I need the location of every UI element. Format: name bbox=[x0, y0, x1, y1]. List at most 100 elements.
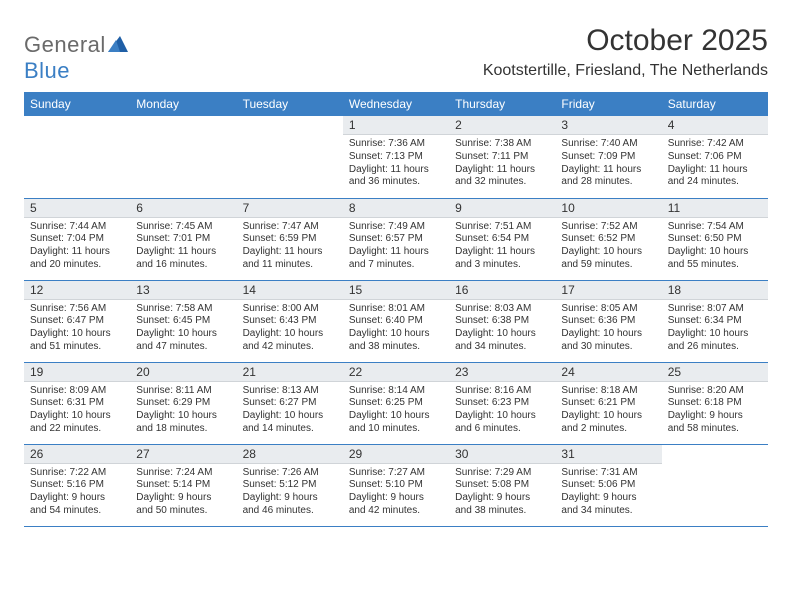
day-body: Sunrise: 7:44 AMSunset: 7:04 PMDaylight:… bbox=[24, 218, 130, 276]
sunrise-text: Sunrise: 7:45 AM bbox=[136, 221, 230, 234]
sunrise-text: Sunrise: 7:27 AM bbox=[349, 467, 443, 480]
sunrise-text: Sunrise: 7:44 AM bbox=[30, 221, 124, 234]
sunset-text: Sunset: 5:10 PM bbox=[349, 479, 443, 492]
sunrise-text: Sunrise: 8:14 AM bbox=[349, 385, 443, 398]
sunset-text: Sunset: 7:01 PM bbox=[136, 233, 230, 246]
sunset-text: Sunset: 5:06 PM bbox=[561, 479, 655, 492]
day-number: 4 bbox=[662, 116, 768, 135]
day-number: 23 bbox=[449, 363, 555, 382]
sunrise-text: Sunrise: 7:36 AM bbox=[349, 138, 443, 151]
sunset-text: Sunset: 6:25 PM bbox=[349, 397, 443, 410]
sunset-text: Sunset: 6:31 PM bbox=[30, 397, 124, 410]
calendar-cell: 4Sunrise: 7:42 AMSunset: 7:06 PMDaylight… bbox=[662, 116, 768, 198]
calendar-cell: 21Sunrise: 8:13 AMSunset: 6:27 PMDayligh… bbox=[237, 362, 343, 444]
day-body: Sunrise: 7:51 AMSunset: 6:54 PMDaylight:… bbox=[449, 218, 555, 276]
day-body: Sunrise: 7:38 AMSunset: 7:11 PMDaylight:… bbox=[449, 135, 555, 193]
sunrise-text: Sunrise: 7:31 AM bbox=[561, 467, 655, 480]
day-body: Sunrise: 8:03 AMSunset: 6:38 PMDaylight:… bbox=[449, 300, 555, 358]
calendar-cell: 28Sunrise: 7:26 AMSunset: 5:12 PMDayligh… bbox=[237, 444, 343, 526]
calendar-cell: 29Sunrise: 7:27 AMSunset: 5:10 PMDayligh… bbox=[343, 444, 449, 526]
weekday-header: Tuesday bbox=[237, 92, 343, 116]
calendar-cell: 18Sunrise: 8:07 AMSunset: 6:34 PMDayligh… bbox=[662, 280, 768, 362]
daylight-text: Daylight: 11 hours and 28 minutes. bbox=[561, 164, 655, 190]
sunrise-text: Sunrise: 8:00 AM bbox=[243, 303, 337, 316]
sunrise-text: Sunrise: 8:09 AM bbox=[30, 385, 124, 398]
sunset-text: Sunset: 6:29 PM bbox=[136, 397, 230, 410]
sunset-text: Sunset: 6:34 PM bbox=[668, 315, 762, 328]
weekday-header: Saturday bbox=[662, 92, 768, 116]
day-body: Sunrise: 8:16 AMSunset: 6:23 PMDaylight:… bbox=[449, 382, 555, 440]
calendar-cell: 11Sunrise: 7:54 AMSunset: 6:50 PMDayligh… bbox=[662, 198, 768, 280]
day-number: 1 bbox=[343, 116, 449, 135]
daylight-text: Daylight: 9 hours and 54 minutes. bbox=[30, 492, 124, 518]
brand-logo: General Blue bbox=[24, 32, 128, 84]
day-body: Sunrise: 7:45 AMSunset: 7:01 PMDaylight:… bbox=[130, 218, 236, 276]
calendar-cell: 31Sunrise: 7:31 AMSunset: 5:06 PMDayligh… bbox=[555, 444, 661, 526]
daylight-text: Daylight: 10 hours and 34 minutes. bbox=[455, 328, 549, 354]
sunrise-text: Sunrise: 7:52 AM bbox=[561, 221, 655, 234]
day-body: Sunrise: 7:40 AMSunset: 7:09 PMDaylight:… bbox=[555, 135, 661, 193]
sunset-text: Sunset: 6:36 PM bbox=[561, 315, 655, 328]
sunset-text: Sunset: 7:04 PM bbox=[30, 233, 124, 246]
calendar-cell: 22Sunrise: 8:14 AMSunset: 6:25 PMDayligh… bbox=[343, 362, 449, 444]
calendar-cell: 6Sunrise: 7:45 AMSunset: 7:01 PMDaylight… bbox=[130, 198, 236, 280]
calendar-cell: 5Sunrise: 7:44 AMSunset: 7:04 PMDaylight… bbox=[24, 198, 130, 280]
day-number: 13 bbox=[130, 281, 236, 300]
calendar-row: 26Sunrise: 7:22 AMSunset: 5:16 PMDayligh… bbox=[24, 444, 768, 526]
calendar-cell: 13Sunrise: 7:58 AMSunset: 6:45 PMDayligh… bbox=[130, 280, 236, 362]
day-body: Sunrise: 8:07 AMSunset: 6:34 PMDaylight:… bbox=[662, 300, 768, 358]
sunrise-text: Sunrise: 8:07 AM bbox=[668, 303, 762, 316]
sunset-text: Sunset: 6:59 PM bbox=[243, 233, 337, 246]
sunset-text: Sunset: 5:16 PM bbox=[30, 479, 124, 492]
calendar-cell: 30Sunrise: 7:29 AMSunset: 5:08 PMDayligh… bbox=[449, 444, 555, 526]
day-body: Sunrise: 7:54 AMSunset: 6:50 PMDaylight:… bbox=[662, 218, 768, 276]
sunrise-text: Sunrise: 8:11 AM bbox=[136, 385, 230, 398]
day-body: Sunrise: 7:42 AMSunset: 7:06 PMDaylight:… bbox=[662, 135, 768, 193]
sunrise-text: Sunrise: 7:49 AM bbox=[349, 221, 443, 234]
day-number: 21 bbox=[237, 363, 343, 382]
location: Kootstertille, Friesland, The Netherland… bbox=[483, 62, 768, 80]
day-number: 2 bbox=[449, 116, 555, 135]
calendar-cell: 17Sunrise: 8:05 AMSunset: 6:36 PMDayligh… bbox=[555, 280, 661, 362]
sunrise-text: Sunrise: 7:40 AM bbox=[561, 138, 655, 151]
sunset-text: Sunset: 5:12 PM bbox=[243, 479, 337, 492]
calendar-cell: 14Sunrise: 8:00 AMSunset: 6:43 PMDayligh… bbox=[237, 280, 343, 362]
daylight-text: Daylight: 9 hours and 34 minutes. bbox=[561, 492, 655, 518]
sunset-text: Sunset: 6:38 PM bbox=[455, 315, 549, 328]
daylight-text: Daylight: 10 hours and 6 minutes. bbox=[455, 410, 549, 436]
calendar-cell: 3Sunrise: 7:40 AMSunset: 7:09 PMDaylight… bbox=[555, 116, 661, 198]
sunset-text: Sunset: 5:08 PM bbox=[455, 479, 549, 492]
day-number: 8 bbox=[343, 199, 449, 218]
day-body: Sunrise: 7:29 AMSunset: 5:08 PMDaylight:… bbox=[449, 464, 555, 522]
day-number: 25 bbox=[662, 363, 768, 382]
calendar-cell bbox=[237, 116, 343, 198]
day-body: Sunrise: 7:49 AMSunset: 6:57 PMDaylight:… bbox=[343, 218, 449, 276]
day-body: Sunrise: 7:27 AMSunset: 5:10 PMDaylight:… bbox=[343, 464, 449, 522]
daylight-text: Daylight: 10 hours and 42 minutes. bbox=[243, 328, 337, 354]
day-number: 5 bbox=[24, 199, 130, 218]
day-number: 14 bbox=[237, 281, 343, 300]
sunrise-text: Sunrise: 7:29 AM bbox=[455, 467, 549, 480]
sunset-text: Sunset: 6:18 PM bbox=[668, 397, 762, 410]
sunrise-text: Sunrise: 7:58 AM bbox=[136, 303, 230, 316]
sunrise-text: Sunrise: 7:54 AM bbox=[668, 221, 762, 234]
day-body: Sunrise: 7:36 AMSunset: 7:13 PMDaylight:… bbox=[343, 135, 449, 193]
sunrise-text: Sunrise: 8:03 AM bbox=[455, 303, 549, 316]
day-number: 11 bbox=[662, 199, 768, 218]
calendar-row: 1Sunrise: 7:36 AMSunset: 7:13 PMDaylight… bbox=[24, 116, 768, 198]
title-block: October 2025 Kootstertille, Friesland, T… bbox=[483, 24, 768, 80]
sunset-text: Sunset: 6:57 PM bbox=[349, 233, 443, 246]
day-number: 18 bbox=[662, 281, 768, 300]
daylight-text: Daylight: 9 hours and 46 minutes. bbox=[243, 492, 337, 518]
day-body: Sunrise: 8:05 AMSunset: 6:36 PMDaylight:… bbox=[555, 300, 661, 358]
month-title: October 2025 bbox=[483, 24, 768, 58]
calendar-cell: 20Sunrise: 8:11 AMSunset: 6:29 PMDayligh… bbox=[130, 362, 236, 444]
day-number: 30 bbox=[449, 445, 555, 464]
sunrise-text: Sunrise: 8:18 AM bbox=[561, 385, 655, 398]
day-body: Sunrise: 8:09 AMSunset: 6:31 PMDaylight:… bbox=[24, 382, 130, 440]
day-body: Sunrise: 8:18 AMSunset: 6:21 PMDaylight:… bbox=[555, 382, 661, 440]
day-number: 15 bbox=[343, 281, 449, 300]
sunrise-text: Sunrise: 7:26 AM bbox=[243, 467, 337, 480]
calendar-cell: 9Sunrise: 7:51 AMSunset: 6:54 PMDaylight… bbox=[449, 198, 555, 280]
daylight-text: Daylight: 10 hours and 47 minutes. bbox=[136, 328, 230, 354]
